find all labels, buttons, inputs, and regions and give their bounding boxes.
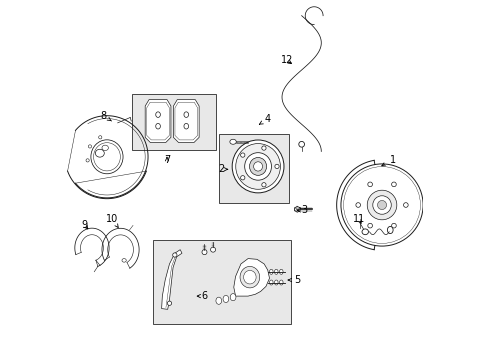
FancyBboxPatch shape xyxy=(145,101,172,143)
Text: 9: 9 xyxy=(81,220,88,230)
Text: 12: 12 xyxy=(280,55,292,65)
Ellipse shape xyxy=(372,196,390,214)
Ellipse shape xyxy=(223,296,228,302)
Text: 6: 6 xyxy=(197,291,207,301)
Ellipse shape xyxy=(361,229,367,235)
Ellipse shape xyxy=(261,183,265,187)
FancyBboxPatch shape xyxy=(173,101,200,143)
Ellipse shape xyxy=(391,223,395,228)
Text: 7: 7 xyxy=(163,156,170,165)
Ellipse shape xyxy=(274,164,279,168)
Ellipse shape xyxy=(298,141,304,147)
Ellipse shape xyxy=(202,249,206,255)
FancyBboxPatch shape xyxy=(219,134,288,203)
FancyBboxPatch shape xyxy=(132,94,216,150)
Text: 5: 5 xyxy=(287,275,300,285)
Text: 8: 8 xyxy=(100,111,111,121)
Ellipse shape xyxy=(253,162,262,171)
Ellipse shape xyxy=(403,203,407,207)
Text: 1: 1 xyxy=(381,156,395,166)
Polygon shape xyxy=(173,100,199,143)
Ellipse shape xyxy=(167,301,171,305)
Ellipse shape xyxy=(269,269,272,274)
Ellipse shape xyxy=(243,270,256,284)
Ellipse shape xyxy=(232,140,284,193)
Ellipse shape xyxy=(235,144,280,189)
Ellipse shape xyxy=(240,153,244,157)
Ellipse shape xyxy=(230,294,235,301)
Text: 11: 11 xyxy=(352,214,364,224)
Ellipse shape xyxy=(261,146,265,150)
Ellipse shape xyxy=(366,190,396,220)
Ellipse shape xyxy=(172,253,177,257)
Ellipse shape xyxy=(274,280,278,285)
Ellipse shape xyxy=(355,203,360,207)
Ellipse shape xyxy=(249,157,266,175)
Text: 10: 10 xyxy=(106,214,118,228)
Text: 4: 4 xyxy=(259,114,270,124)
Ellipse shape xyxy=(269,280,272,285)
Ellipse shape xyxy=(386,226,392,234)
Ellipse shape xyxy=(274,269,278,274)
Ellipse shape xyxy=(240,176,244,180)
Polygon shape xyxy=(162,249,182,309)
Ellipse shape xyxy=(244,153,271,180)
Ellipse shape xyxy=(367,223,372,228)
FancyBboxPatch shape xyxy=(153,240,290,324)
Ellipse shape xyxy=(377,201,386,210)
Ellipse shape xyxy=(340,164,422,246)
Polygon shape xyxy=(233,258,269,296)
Ellipse shape xyxy=(367,182,372,187)
Ellipse shape xyxy=(279,280,283,285)
Text: 3: 3 xyxy=(297,205,307,215)
Ellipse shape xyxy=(216,297,221,304)
Ellipse shape xyxy=(229,139,236,144)
Ellipse shape xyxy=(240,266,259,288)
Text: 2: 2 xyxy=(218,164,227,174)
Ellipse shape xyxy=(210,247,215,252)
Polygon shape xyxy=(145,100,171,143)
Ellipse shape xyxy=(391,182,395,187)
Ellipse shape xyxy=(279,269,283,274)
